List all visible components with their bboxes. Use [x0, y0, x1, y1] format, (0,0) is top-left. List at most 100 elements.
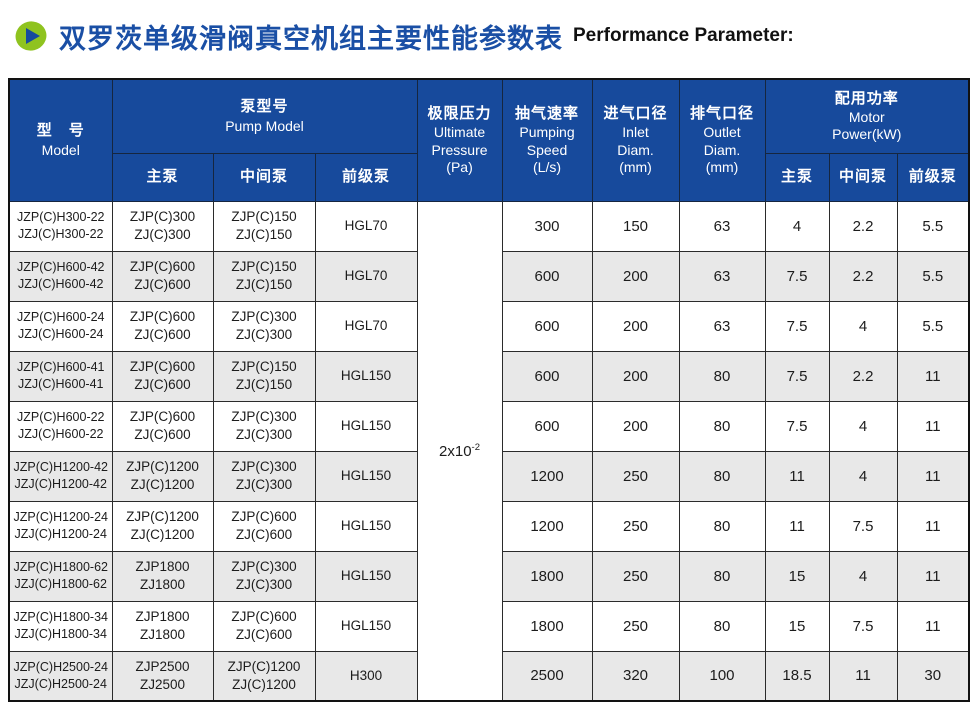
pumping-speed-cell: 600	[501, 250, 593, 302]
model-cell: JZP(C)H600-42 JZJ(C)H600-42	[8, 250, 113, 302]
power-mid-cell: 2.2	[828, 350, 898, 402]
mid-pump-cell: ZJP(C)300 ZJ(C)300	[212, 400, 316, 452]
pressure-exponent: -2	[471, 441, 480, 453]
main-pump-cell: ZJP(C)600 ZJ(C)600	[111, 300, 214, 352]
table-row: JZP(C)H600-22 JZJ(C)H600-22 ZJP(C)600 ZJ(…	[8, 400, 970, 452]
pumping-speed-cell: 1800	[501, 550, 593, 602]
col-header-inlet-diam: 进气口径 Inlet Diam. (mm)	[591, 78, 680, 202]
fore-pump-cell: HGL150	[314, 550, 418, 602]
fore-pump-cell: HGL150	[314, 400, 418, 452]
power-fore-cell: 30	[896, 650, 970, 702]
power-fore-cell: 11	[896, 450, 970, 502]
main-pump-cell: ZJP(C)1200 ZJ(C)1200	[111, 500, 214, 552]
outlet-diam-cell: 80	[678, 400, 766, 452]
outlet-diam-cell: 63	[678, 300, 766, 352]
table-row: JZP(C)H1800-62 JZJ(C)H1800-62 ZJP1800 ZJ1…	[8, 550, 970, 602]
table-row: JZP(C)H300-22 JZJ(C)H300-22 ZJP(C)300 ZJ(…	[8, 200, 970, 702]
power-main-cell: 11	[764, 450, 830, 502]
outlet-diam-cell: 80	[678, 600, 766, 652]
power-mid-cell: 7.5	[828, 500, 898, 552]
subheader-mid-pump: 中间泵	[212, 152, 316, 202]
power-main-cell: 7.5	[764, 300, 830, 352]
col-header-model: 型 号 Model	[8, 78, 113, 202]
pressure-base: 2x10	[439, 442, 472, 460]
model-cell: JZP(C)H2500-24 JZJ(C)H2500-24	[8, 650, 113, 702]
mid-pump-cell: ZJP(C)300 ZJ(C)300	[212, 450, 316, 502]
power-main-cell: 4	[764, 200, 830, 252]
power-fore-cell: 11	[896, 400, 970, 452]
power-mid-cell: 11	[828, 650, 898, 702]
outlet-diam-cell: 80	[678, 450, 766, 502]
inlet-diam-cell: 200	[591, 350, 680, 402]
subheader-power-fore-pump: 前级泵	[896, 152, 970, 202]
inlet-diam-cell: 150	[591, 200, 680, 252]
outlet-diam-cell: 80	[678, 500, 766, 552]
col-header-pump-model: 泵型号 Pump Model	[111, 78, 418, 154]
power-fore-cell: 5.5	[896, 250, 970, 302]
power-fore-cell: 11	[896, 550, 970, 602]
mid-pump-cell: ZJP(C)1200 ZJ(C)1200	[212, 650, 316, 702]
pumping-speed-cell: 600	[501, 350, 593, 402]
fore-pump-cell: HGL150	[314, 350, 418, 402]
page-title-zh: 双罗茨单级滑阀真空机组主要性能参数表	[59, 23, 563, 54]
main-pump-cell: ZJP(C)1200 ZJ(C)1200	[111, 450, 214, 502]
fore-pump-cell: HGL150	[314, 450, 418, 502]
model-cell: JZP(C)H1200-24 JZJ(C)H1200-24	[8, 500, 113, 552]
power-mid-cell: 2.2	[828, 250, 898, 302]
ultimate-pressure-cell: 2x10-2	[416, 200, 503, 702]
model-cell: JZP(C)H1800-34 JZJ(C)H1800-34	[8, 600, 113, 652]
pumping-speed-cell: 600	[501, 300, 593, 352]
power-main-cell: 7.5	[764, 350, 830, 402]
pumping-speed-cell: 1800	[501, 600, 593, 652]
page-title-en: Performance Parameter:	[573, 25, 794, 46]
inlet-diam-cell: 250	[591, 450, 680, 502]
model-cell: JZP(C)H1200-42 JZJ(C)H1200-42	[8, 450, 113, 502]
model-cell: JZP(C)H600-24 JZJ(C)H600-24	[8, 300, 113, 352]
fore-pump-cell: HGL150	[314, 500, 418, 552]
main-pump-cell: ZJP(C)600 ZJ(C)600	[111, 350, 214, 402]
col-header-pumping-speed: 抽气速率 Pumping Speed (L/s)	[501, 78, 593, 202]
pumping-speed-cell: 1200	[501, 500, 593, 552]
subheader-fore-pump: 前级泵	[314, 152, 418, 202]
outlet-diam-cell: 80	[678, 550, 766, 602]
power-fore-cell: 11	[896, 600, 970, 652]
power-main-cell: 15	[764, 550, 830, 602]
inlet-diam-cell: 320	[591, 650, 680, 702]
main-pump-cell: ZJP(C)300 ZJ(C)300	[111, 200, 214, 252]
fore-pump-cell: HGL150	[314, 600, 418, 652]
fore-pump-cell: H300	[314, 650, 418, 702]
power-main-cell: 7.5	[764, 400, 830, 452]
outlet-diam-cell: 80	[678, 350, 766, 402]
mid-pump-cell: ZJP(C)300 ZJ(C)300	[212, 300, 316, 352]
power-fore-cell: 5.5	[896, 200, 970, 252]
col-header-outlet-diam: 排气口径 Outlet Diam. (mm)	[678, 78, 766, 202]
table-row: JZP(C)H600-24 JZJ(C)H600-24 ZJP(C)600 ZJ(…	[8, 300, 970, 352]
power-main-cell: 15	[764, 600, 830, 652]
mid-pump-cell: ZJP(C)150 ZJ(C)150	[212, 350, 316, 402]
model-cell: JZP(C)H600-41 JZJ(C)H600-41	[8, 350, 113, 402]
power-mid-cell: 2.2	[828, 200, 898, 252]
main-pump-cell: ZJP2500 ZJ2500	[111, 650, 214, 702]
table-body: JZP(C)H300-22 JZJ(C)H300-22 ZJP(C)300 ZJ(…	[8, 200, 970, 702]
inlet-diam-cell: 200	[591, 300, 680, 352]
subheader-power-mid-pump: 中间泵	[828, 152, 898, 202]
inlet-diam-cell: 250	[591, 500, 680, 552]
outlet-diam-cell: 63	[678, 200, 766, 252]
table-row: JZP(C)H1200-42 JZJ(C)H1200-42 ZJP(C)1200 …	[8, 450, 970, 502]
power-mid-cell: 4	[828, 400, 898, 452]
outlet-diam-cell: 100	[678, 650, 766, 702]
inlet-diam-cell: 250	[591, 550, 680, 602]
outlet-diam-cell: 63	[678, 250, 766, 302]
power-main-cell: 18.5	[764, 650, 830, 702]
table-row: JZP(C)H2500-24 JZJ(C)H2500-24 ZJP2500 ZJ2…	[8, 650, 970, 702]
main-pump-cell: ZJP(C)600 ZJ(C)600	[111, 400, 214, 452]
inlet-diam-cell: 200	[591, 250, 680, 302]
fore-pump-cell: HGL70	[314, 250, 418, 302]
mid-pump-cell: ZJP(C)150 ZJ(C)150	[212, 200, 316, 252]
inlet-diam-cell: 200	[591, 400, 680, 452]
power-mid-cell: 4	[828, 550, 898, 602]
power-mid-cell: 4	[828, 450, 898, 502]
main-pump-cell: ZJP(C)600 ZJ(C)600	[111, 250, 214, 302]
power-main-cell: 7.5	[764, 250, 830, 302]
power-mid-cell: 7.5	[828, 600, 898, 652]
